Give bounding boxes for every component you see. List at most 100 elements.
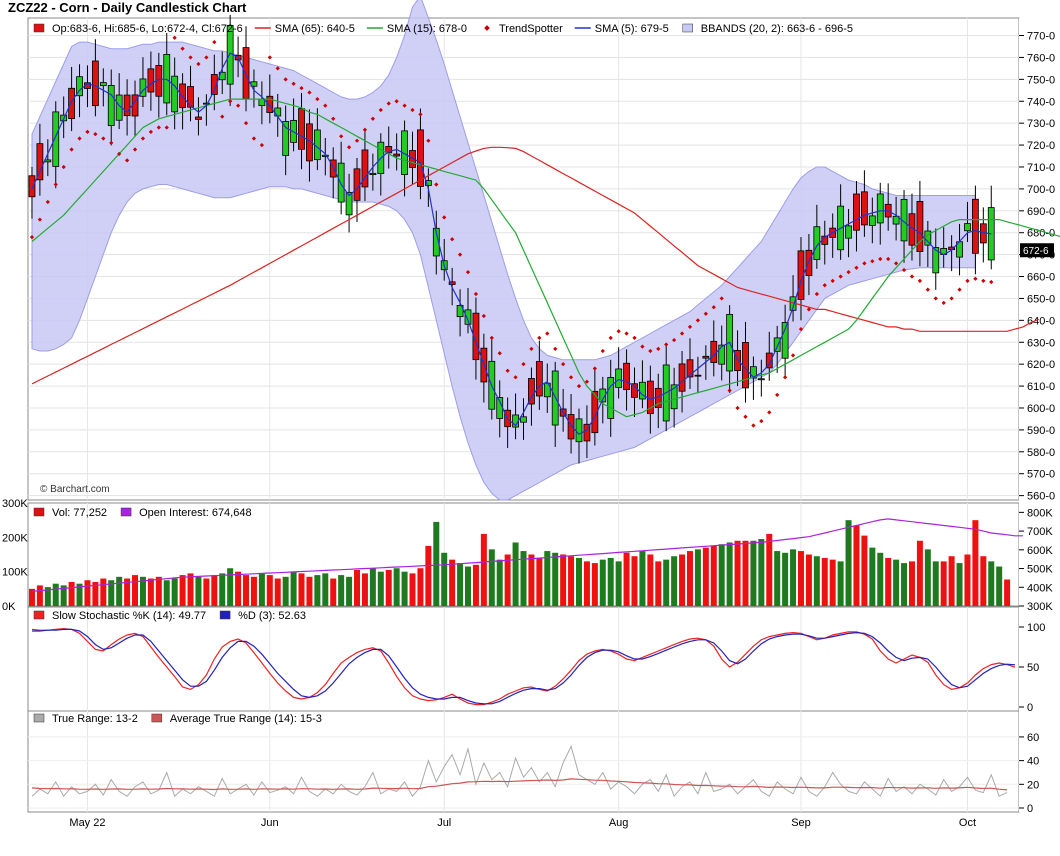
volume-bar: [536, 557, 543, 606]
trendspotter-dot: [212, 39, 217, 45]
candle-body: [876, 193, 884, 224]
trendspotter-dot: [719, 296, 724, 301]
trendspotter-dot: [838, 274, 843, 279]
trendspotter-dot: [989, 279, 994, 285]
true-range-panel: [27, 710, 1020, 813]
candle-body: [750, 366, 757, 379]
volume-bar: [893, 559, 900, 606]
candle-body: [464, 309, 472, 325]
price-tick-label: 720-0: [1027, 140, 1055, 152]
candle-body: [385, 146, 393, 154]
volume-bar: [211, 575, 218, 606]
volume-bar: [607, 557, 614, 606]
price-legend-label: SMA (65): 640-5: [275, 23, 355, 35]
right-axis-area: [1019, 18, 1053, 812]
volume-bar: [742, 540, 749, 606]
trendspotter-dot: [148, 129, 154, 135]
candle-body: [932, 247, 940, 274]
volume-bar: [972, 520, 979, 606]
trendspotter-dot: [251, 136, 257, 141]
volume-bar: [243, 575, 250, 606]
volume-bar: [298, 573, 305, 606]
volume-bar: [346, 576, 353, 606]
trendspotter-dot: [917, 278, 923, 284]
volume-bar: [132, 575, 139, 606]
trendspotter-dot: [228, 99, 233, 104]
trendspotter-dot: [576, 383, 582, 389]
candle-body: [757, 378, 765, 381]
candle-body: [274, 107, 282, 117]
trendspotter-dot: [537, 335, 542, 340]
trendspotter-dot: [632, 335, 637, 340]
price-tick-label: 770-0: [1027, 31, 1055, 43]
trendspotter-dot: [243, 121, 249, 126]
candle-body: [868, 215, 876, 226]
trendspotter-dot: [656, 346, 661, 351]
price-legend-label: Op:683-6, Hi:685-6, Lo:672-4, Cl:672-6: [52, 23, 243, 35]
trendspotter-dot: [180, 46, 185, 51]
price-legend-swatch: [682, 23, 693, 33]
trendspotter-dot: [568, 375, 574, 380]
volume-bar: [60, 585, 67, 606]
trendspotter-dot: [117, 151, 122, 156]
candle-body: [742, 342, 749, 389]
candle-body: [710, 340, 718, 363]
trendspotter-dot: [624, 331, 629, 336]
candle-body: [781, 322, 789, 359]
tr-legend-label: True Range: 13-2: [52, 713, 138, 725]
stochastic-panel: [27, 606, 1020, 712]
trendspotter-dot: [497, 351, 502, 356]
volume-bar: [203, 578, 210, 606]
candle-body: [535, 361, 543, 397]
candle-body: [971, 198, 979, 254]
tr-tick-label: 0: [1027, 803, 1033, 815]
volume-bar: [116, 576, 123, 606]
candle-body: [916, 201, 924, 253]
volume-bar: [774, 551, 781, 606]
price-tick-label: 660-0: [1027, 272, 1055, 284]
candle-body: [853, 193, 860, 231]
trendspotter-dot: [901, 267, 907, 273]
volume-bar: [179, 575, 186, 606]
volume-bar: [457, 563, 464, 606]
candle-body: [409, 150, 416, 168]
candle-body: [28, 175, 36, 198]
volume-tick-label: 100K: [2, 567, 28, 579]
volume-bar: [306, 576, 313, 606]
trendspotter-dot: [69, 147, 74, 152]
volume-bar: [235, 571, 242, 606]
price-legend-swatch: [484, 25, 490, 31]
volume-bar: [702, 547, 709, 606]
price-tick-label: 700-0: [1027, 184, 1055, 196]
volume-bars: [28, 520, 1011, 606]
volume-bar: [575, 557, 582, 606]
trendspotter-dot: [862, 261, 867, 266]
volume-legend-label: Vol: 77,252: [52, 507, 107, 519]
trendspotter-dot: [695, 318, 701, 323]
price-legend-label: BBANDS (20, 2): 663-6 - 696-5: [701, 23, 853, 35]
price-tick-label: 640-0: [1027, 315, 1055, 327]
trendspotter-dot: [450, 237, 455, 242]
trendspotter-dot: [759, 419, 764, 424]
volume-bar: [195, 576, 202, 606]
candle-body: [686, 359, 694, 378]
trendspotter-dot: [830, 278, 835, 284]
volume-bar: [409, 573, 416, 606]
price-legend-label: SMA (5): 679-5: [595, 23, 669, 35]
candle-body: [107, 84, 115, 127]
trendspotter-dot: [822, 283, 827, 288]
candle-body: [195, 116, 202, 120]
volume-bar: [766, 533, 773, 606]
trendspotter-dot: [743, 414, 748, 419]
candle-body: [298, 108, 305, 150]
trendspotter-dot: [29, 234, 35, 240]
volume-bar: [163, 580, 170, 606]
trendspotter-dot: [362, 127, 368, 132]
volume-bar: [710, 545, 717, 606]
trendspotter-dot: [442, 215, 447, 220]
volume-bar: [568, 556, 575, 606]
trendspotter-dots: [29, 35, 994, 428]
volume-bar: [480, 533, 487, 606]
volume-bar: [354, 569, 361, 606]
trendspotter-dot: [545, 331, 550, 336]
